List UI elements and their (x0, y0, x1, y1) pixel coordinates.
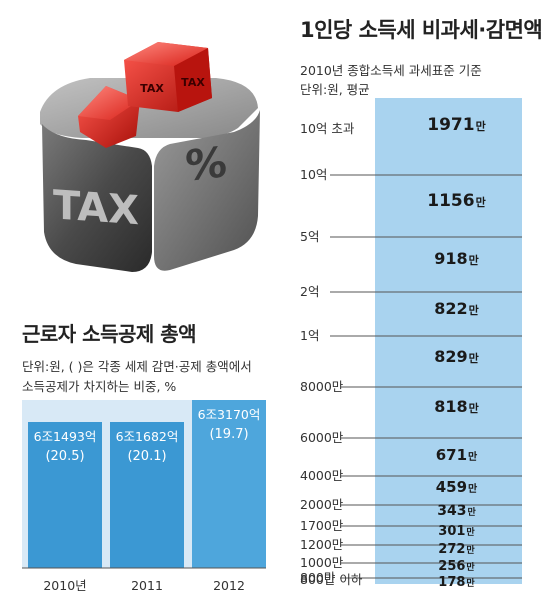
bracket-value-label: 822만 (434, 299, 479, 318)
red-cube-text-1: TAX (140, 82, 164, 95)
left-chart-note-line2: 소득공제가 차지하는 비중, % (22, 379, 177, 394)
bracket-value-label: 256만 (438, 559, 475, 574)
axis-label: 1억 (300, 328, 319, 343)
axis-label: 1000만 (300, 555, 344, 570)
deduction-share-label: (20.5) (45, 449, 84, 464)
year-tick-label: 2010년 (43, 578, 86, 593)
bracket-value-label: 829만 (434, 347, 479, 366)
left-chart-note-line1: 단위:원, ( )은 각종 세제 감면·공제 총액에서 (22, 359, 252, 374)
deduction-share-label: (19.7) (209, 427, 248, 442)
bracket-value-label: 272만 (438, 542, 475, 557)
deduction-bar (28, 422, 102, 568)
right-chart-column (375, 98, 522, 584)
axis-label: 4000만 (300, 468, 344, 483)
right-chart-title: 1인당 소득세 비과세·감면액 (300, 18, 543, 42)
right-chart-subtitle: 2010년 종합소득세 과세표준 기준 (300, 63, 482, 78)
deduction-value-label: 6조1493억 (34, 429, 97, 444)
bracket-value-label: 301만 (438, 524, 475, 539)
die-front-face (42, 124, 152, 272)
deduction-bar (110, 422, 184, 568)
left-chart-title: 근로자 소득공제 총액 (22, 322, 197, 346)
bracket-value-label: 1156만 (427, 191, 485, 211)
die-side-face (154, 110, 260, 271)
bracket-value-label: 1971만 (427, 115, 485, 135)
year-tick-label: 2012 (213, 578, 245, 593)
year-tick-label: 2011 (131, 578, 163, 593)
die-front-text: TAX (53, 182, 139, 234)
axis-label: 800만 (300, 570, 336, 585)
axis-label: 2억 (300, 284, 319, 299)
deduction-share-label: (20.1) (127, 449, 166, 464)
axis-label: 1700만 (300, 518, 344, 533)
axis-label: 10억 초과 (300, 121, 355, 136)
die-side-text: % (185, 137, 227, 190)
right-chart-unit: 단위:원, 평균 (300, 82, 370, 97)
axis-label: 10억 (300, 167, 327, 182)
tax-dice-illustration: TAX % TAX TAX (40, 42, 260, 272)
axis-label: 8000만 (300, 379, 344, 394)
bracket-value-label: 918만 (434, 249, 479, 268)
bracket-value-label: 818만 (434, 397, 479, 416)
axis-label: 6000만 (300, 430, 344, 445)
bracket-value-label: 178만 (438, 575, 475, 590)
red-cube-text-2: TAX (181, 76, 205, 89)
axis-label: 5억 (300, 229, 319, 244)
axis-label: 1200만 (300, 537, 344, 552)
deduction-value-label: 6조3170억 (198, 407, 261, 422)
deduction-bar (192, 400, 266, 568)
axis-label: 800만 이하 (300, 572, 363, 587)
deduction-value-label: 6조1682억 (116, 429, 179, 444)
axis-label: 2000만 (300, 497, 344, 512)
